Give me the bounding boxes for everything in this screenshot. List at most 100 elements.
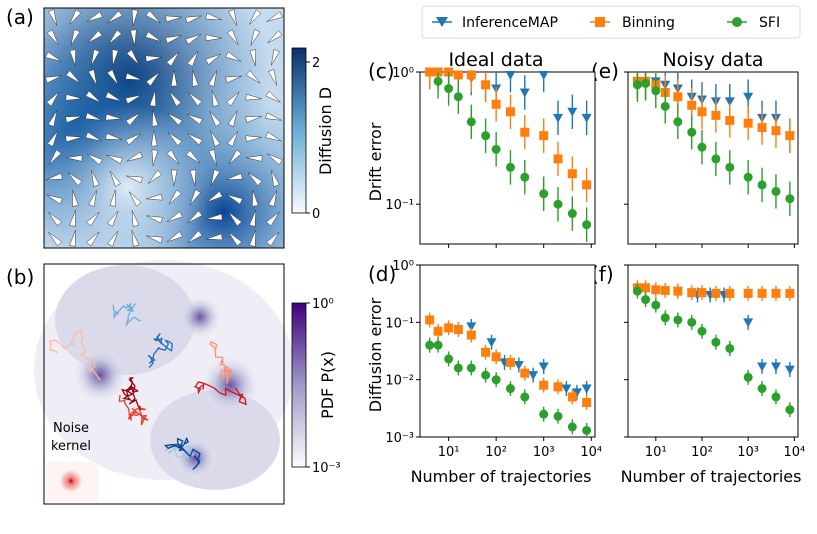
marker-sfi: [641, 295, 651, 305]
marker-binning: [453, 70, 463, 80]
plot-c: 10⁰ 10⁻¹: [385, 66, 596, 248]
marker-sfi: [425, 340, 435, 350]
drift-arrow: [69, 230, 76, 247]
drift-arrow: [69, 49, 76, 66]
drift-arrow: [47, 130, 59, 147]
marker-binning: [567, 392, 577, 402]
drift-arrow: [65, 94, 83, 101]
drift-arrow: [85, 131, 102, 142]
drift-arrow: [265, 90, 281, 103]
drift-arrow: [252, 190, 259, 207]
drift-arrow: [245, 70, 261, 84]
legend: InferenceMAP Binning SFI: [421, 5, 801, 39]
drift-arrow: [226, 173, 243, 180]
drift-arrow: [192, 70, 199, 87]
drift-arrow: [245, 155, 263, 162]
drift-arrow: [245, 135, 263, 143]
drift-arrow: [69, 9, 82, 25]
marker-sfi: [453, 92, 463, 102]
marker-sfi: [539, 409, 549, 419]
drift-arrow: [109, 190, 117, 207]
drift-arrow: [271, 49, 280, 66]
marker-inferencemap: [538, 70, 549, 80]
drift-arrow: [149, 90, 156, 107]
marker-inferencemap: [513, 361, 524, 371]
title-ideal: Ideal data: [448, 49, 543, 71]
drift-arrow: [106, 154, 123, 165]
marker-sfi: [697, 326, 707, 336]
marker-binning: [491, 99, 501, 109]
marker-sfi: [453, 363, 463, 373]
marker-binning: [505, 357, 515, 367]
drift-arrow: [266, 231, 280, 247]
marker-sfi: [491, 144, 501, 154]
drift-arrow: [130, 29, 137, 47]
marker-binning: [725, 115, 735, 125]
drift-arrow: [148, 169, 163, 184]
drift-arrow: [167, 132, 183, 147]
drift-arrow: [268, 190, 277, 207]
marker-sfi: [433, 340, 443, 350]
marker-sfi: [771, 392, 781, 402]
plot-frame: [419, 71, 596, 245]
drift-arrow: [108, 29, 122, 45]
svg-text:SFI: SFI: [759, 15, 780, 31]
drift-arrow: [166, 51, 180, 67]
marker-binning: [582, 397, 592, 407]
drift-arrow: [208, 149, 217, 166]
marker-binning: [444, 323, 454, 333]
marker-inferencemap: [743, 318, 754, 328]
marker-binning: [553, 382, 563, 392]
svg-text:InferenceMAP: InferenceMAP: [462, 15, 558, 31]
plot-e: [624, 71, 799, 248]
ylabel-diffusion: Diffusion error: [366, 297, 385, 412]
drift-arrow: [105, 132, 122, 140]
marker-sfi: [632, 286, 642, 296]
drift-arrow: [267, 153, 283, 166]
drift-arrow: [126, 49, 139, 65]
marker-binning: [539, 131, 549, 141]
marker-sfi: [433, 76, 443, 86]
marker-binning: [491, 352, 501, 362]
colorbar-label-diffusion: Diffusion D: [316, 87, 335, 175]
drift-arrow: [87, 30, 103, 44]
marker-binning: [641, 283, 651, 293]
marker-sfi: [491, 375, 501, 385]
marker-inferencemap: [567, 107, 578, 117]
drift-arrow: [185, 150, 201, 164]
legend-item-binning: Binning: [590, 15, 675, 31]
marker-sfi: [651, 86, 661, 96]
marker-inferencemap: [743, 92, 754, 102]
marker-sfi: [743, 172, 753, 182]
drift-arrow: [206, 233, 223, 241]
y-tick-label: 10⁻²: [385, 374, 414, 389]
marker-binning: [567, 169, 577, 179]
drift-arrow: [65, 70, 81, 84]
marker-sfi: [582, 425, 592, 435]
drift-arrow: [46, 29, 59, 45]
drift-arrow: [167, 112, 183, 126]
drift-arrow: [46, 172, 63, 181]
drift-arrow: [271, 170, 280, 187]
panel-label-b: (b): [6, 265, 34, 289]
marker-inferencemap: [784, 365, 795, 375]
drift-arrow: [266, 11, 283, 22]
drift-arrow: [245, 93, 263, 101]
marker-sfi: [725, 343, 735, 353]
diffusion-map: [43, 7, 285, 249]
marker-binning: [481, 80, 491, 90]
marker-binning: [660, 285, 670, 295]
noise-kernel: Noise kernel: [46, 421, 98, 502]
colorbar-diffusion: 2 0 Diffusion D: [291, 47, 335, 222]
colorbar-tick-2: 2: [312, 56, 320, 71]
marker-inferencemap: [538, 362, 549, 372]
drift-arrow: [227, 110, 238, 127]
colorbar-tick-top: 10⁰: [312, 297, 334, 312]
drift-arrow: [186, 50, 199, 67]
drift-arrow: [45, 75, 62, 84]
drift-arrow: [228, 9, 237, 26]
drift-arrow: [205, 34, 223, 41]
x-tick-label: 10⁴: [783, 445, 805, 460]
drift-arrow: [88, 190, 97, 207]
marker-binning: [743, 288, 753, 298]
